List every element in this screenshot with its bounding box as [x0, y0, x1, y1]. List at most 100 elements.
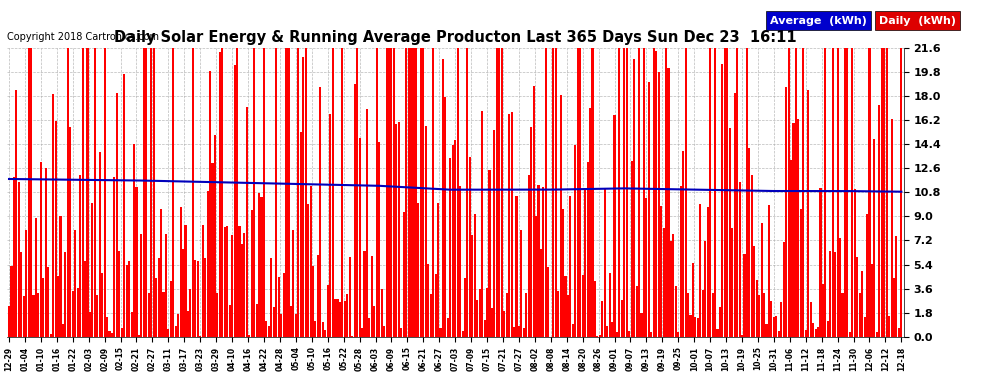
Bar	[150, 48, 152, 337]
Bar	[775, 316, 777, 337]
Bar	[74, 230, 76, 337]
Bar	[822, 284, 824, 337]
Bar	[28, 48, 30, 337]
Bar	[385, 48, 388, 337]
Bar	[753, 246, 755, 337]
Bar	[856, 257, 858, 337]
Bar	[737, 48, 739, 337]
Bar	[732, 228, 734, 337]
Bar	[584, 188, 586, 337]
Bar	[375, 48, 378, 337]
Bar	[724, 48, 726, 337]
Bar	[62, 324, 64, 337]
Bar	[435, 274, 437, 337]
Bar	[197, 261, 199, 337]
Bar	[231, 235, 234, 337]
Bar	[277, 277, 280, 337]
Bar	[169, 280, 172, 337]
Bar	[179, 207, 182, 337]
Bar	[741, 335, 743, 337]
Bar	[109, 331, 111, 337]
Bar	[373, 306, 375, 337]
Bar	[898, 328, 900, 337]
Bar	[94, 48, 96, 337]
Bar	[498, 48, 500, 337]
Bar	[552, 48, 554, 337]
Bar	[670, 242, 672, 337]
Bar	[138, 334, 140, 337]
Bar	[182, 249, 184, 337]
Bar	[48, 267, 50, 337]
Bar	[114, 177, 116, 337]
Bar	[59, 216, 61, 337]
Bar	[202, 225, 204, 337]
Bar	[807, 90, 809, 337]
Bar	[853, 189, 855, 337]
Bar	[116, 93, 118, 337]
Bar	[143, 48, 145, 337]
Bar	[50, 333, 51, 337]
Bar	[665, 48, 667, 337]
Bar	[861, 271, 863, 337]
Bar	[327, 285, 329, 337]
Bar	[413, 48, 415, 337]
Bar	[148, 293, 149, 337]
Bar	[792, 123, 795, 337]
Bar	[893, 278, 895, 337]
Bar	[162, 292, 164, 337]
Bar	[528, 176, 530, 337]
Bar	[133, 144, 135, 337]
Bar	[310, 186, 312, 337]
Bar	[236, 48, 238, 337]
Bar	[544, 48, 546, 337]
Bar	[729, 128, 731, 337]
Bar	[157, 258, 159, 337]
Bar	[895, 236, 898, 337]
Bar	[229, 305, 231, 337]
Bar	[851, 48, 853, 337]
Bar	[446, 318, 448, 337]
Bar	[35, 219, 37, 337]
Bar	[714, 48, 716, 337]
Bar	[743, 254, 745, 337]
Bar	[629, 331, 631, 337]
Bar	[650, 332, 652, 337]
Bar	[501, 48, 503, 337]
Bar	[722, 64, 724, 337]
Bar	[476, 300, 478, 337]
Bar	[582, 275, 584, 337]
Bar	[317, 255, 319, 337]
Bar	[785, 87, 787, 337]
Bar	[155, 278, 157, 337]
Bar	[380, 288, 383, 337]
Bar	[572, 324, 574, 337]
Text: Daily  (kWh): Daily (kWh)	[879, 16, 956, 26]
Bar	[647, 82, 649, 337]
Bar	[189, 289, 191, 337]
Bar	[250, 210, 252, 337]
Bar	[621, 300, 623, 337]
Bar	[246, 106, 248, 337]
Bar	[466, 48, 468, 337]
Bar	[430, 294, 432, 337]
Bar	[842, 293, 843, 337]
Bar	[758, 295, 760, 337]
Bar	[45, 168, 47, 337]
Bar	[8, 306, 10, 337]
Bar	[699, 204, 701, 337]
Bar	[727, 48, 729, 337]
Bar	[547, 267, 549, 337]
Bar	[825, 48, 827, 337]
Bar	[702, 290, 704, 337]
Bar	[118, 251, 121, 337]
Bar	[810, 302, 812, 337]
Bar	[694, 317, 697, 337]
Bar	[270, 258, 272, 337]
Bar	[275, 48, 277, 337]
Bar	[765, 324, 767, 337]
Bar	[734, 93, 736, 337]
Bar	[160, 209, 162, 337]
Bar	[307, 204, 309, 337]
Bar	[99, 152, 101, 337]
Bar	[192, 48, 194, 337]
